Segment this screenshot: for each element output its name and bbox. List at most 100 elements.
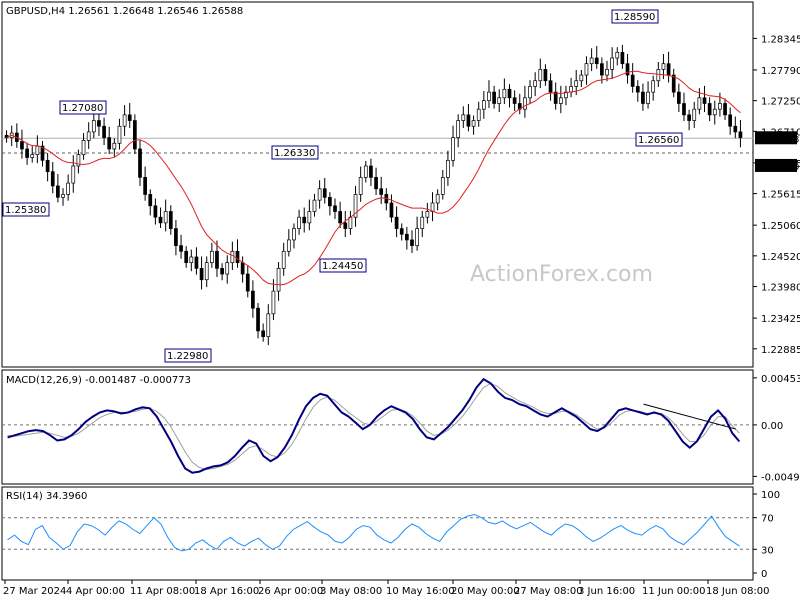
price-annotation-box: [59, 100, 107, 115]
price-tick-label: 1.22885: [761, 345, 800, 356]
price-annotation-label: 1.27080: [62, 103, 103, 114]
candle-body: [256, 307, 260, 332]
rsi-line: [2, 513, 753, 552]
candle-body: [574, 80, 579, 87]
price-annotation-label: 1.26330: [274, 148, 315, 159]
candle-body: [204, 262, 209, 281]
price-tick-label: 1.25060: [761, 221, 800, 232]
candle-body: [646, 91, 650, 104]
price-annotation-box: [2, 202, 50, 217]
x-tick-label: 10 May 16:00: [386, 586, 455, 597]
candle-body: [184, 250, 189, 264]
candle-body: [738, 131, 743, 138]
candle-body: [353, 194, 358, 218]
candle-body: [35, 145, 40, 156]
candle-body: [363, 165, 368, 178]
price-annotations: 1.28590 1.27080 1.26330 1.26560 1.24450 1.229…: [2, 9, 683, 363]
candle-body: [348, 216, 353, 229]
x-tick-label: 18 Apr 16:00: [194, 586, 259, 597]
candle-body: [548, 80, 553, 93]
candle-body: [343, 222, 348, 229]
candle-body: [523, 97, 527, 110]
candle-body: [553, 91, 558, 104]
rsi-tick-label: 70: [761, 514, 774, 525]
candle-body: [174, 228, 178, 246]
candle-body: [471, 120, 476, 127]
candle-body: [666, 63, 671, 76]
macd-tick-label: -0.00496: [761, 472, 800, 483]
price-badge-label: 1.26588: [758, 134, 799, 145]
price-annotation-label: 1.28590: [614, 12, 655, 23]
candle-body: [194, 256, 199, 269]
rsi-tick-label: 0: [761, 569, 767, 580]
candle-body: [112, 142, 117, 150]
candle-body: [456, 120, 461, 138]
candle-body: [538, 69, 543, 82]
candle-body: [138, 148, 142, 178]
candle-body: [117, 125, 122, 144]
x-tick-label: 27 Mar 2024: [3, 586, 66, 597]
rsi-line-path: [7, 513, 740, 552]
price-tick-label: 1.25615: [761, 190, 800, 201]
candle-body: [507, 88, 512, 99]
candle-body: [712, 108, 717, 116]
candle-body: [127, 114, 132, 121]
x-tick-label: 11 Apr 08:00: [130, 586, 195, 597]
moving-average: [6, 70, 741, 286]
candle-body: [261, 330, 266, 337]
candle-body: [620, 51, 625, 65]
candle-body: [245, 273, 250, 292]
candle-body: [312, 199, 317, 212]
candle-body: [502, 88, 507, 99]
candle-body: [481, 100, 486, 110]
candle-body: [687, 114, 691, 121]
candle-body: [425, 211, 430, 218]
price-tick-label: 1.23980: [761, 283, 800, 294]
candle-body: [615, 51, 620, 59]
candle-body: [374, 177, 378, 190]
price-annotation-box: [271, 145, 319, 160]
price-tick-label: 1.27250: [761, 97, 800, 108]
candle-body: [45, 159, 50, 173]
candle-body: [266, 313, 271, 337]
price-annotation-label: 1.26560: [638, 135, 679, 146]
candle-body: [215, 250, 219, 269]
price-reference-lines: [2, 137, 753, 154]
candle-body: [389, 202, 394, 218]
candle-body: [199, 268, 204, 281]
candle-body: [641, 91, 645, 104]
candle-body: [225, 262, 230, 275]
macd-lines: [2, 377, 753, 474]
x-tick-label: 11 Jun 00:00: [642, 586, 706, 597]
candle-body: [102, 125, 106, 138]
candle-body: [20, 141, 24, 150]
rsi-tick-label: 30: [761, 545, 774, 556]
candle-body: [610, 57, 614, 70]
price-badge: [755, 131, 797, 145]
candle-body: [415, 228, 419, 246]
candle-body: [133, 120, 137, 150]
candle-body: [153, 205, 158, 218]
rsi-panel-frame: [1, 486, 754, 581]
price-tick-label: 1.27790: [761, 66, 800, 77]
candle-body: [707, 103, 712, 116]
candle-body: [61, 194, 65, 198]
candle-body: [292, 228, 296, 241]
candle-body: [168, 211, 173, 229]
price-annotation-box: [611, 9, 659, 24]
price-tick-label: 1.28345: [761, 34, 800, 45]
candle-body: [533, 80, 538, 87]
watermark: ActionForex.com: [470, 262, 653, 287]
macd-main-line: [7, 377, 741, 474]
candle-body: [358, 177, 363, 195]
macd-header: MACD(12,26,9) -0.001487 -0.000773: [6, 375, 191, 386]
candle-body: [281, 250, 286, 269]
candle-body: [369, 165, 373, 178]
candle-body: [230, 250, 235, 264]
candle-body: [297, 216, 301, 229]
macd-y-axis: 0.004533 0.00 -0.00496: [753, 374, 800, 483]
price-annotation-box: [635, 132, 683, 147]
candle-body: [451, 137, 455, 161]
macd-trendline: [643, 403, 737, 430]
candle-body: [728, 114, 733, 127]
